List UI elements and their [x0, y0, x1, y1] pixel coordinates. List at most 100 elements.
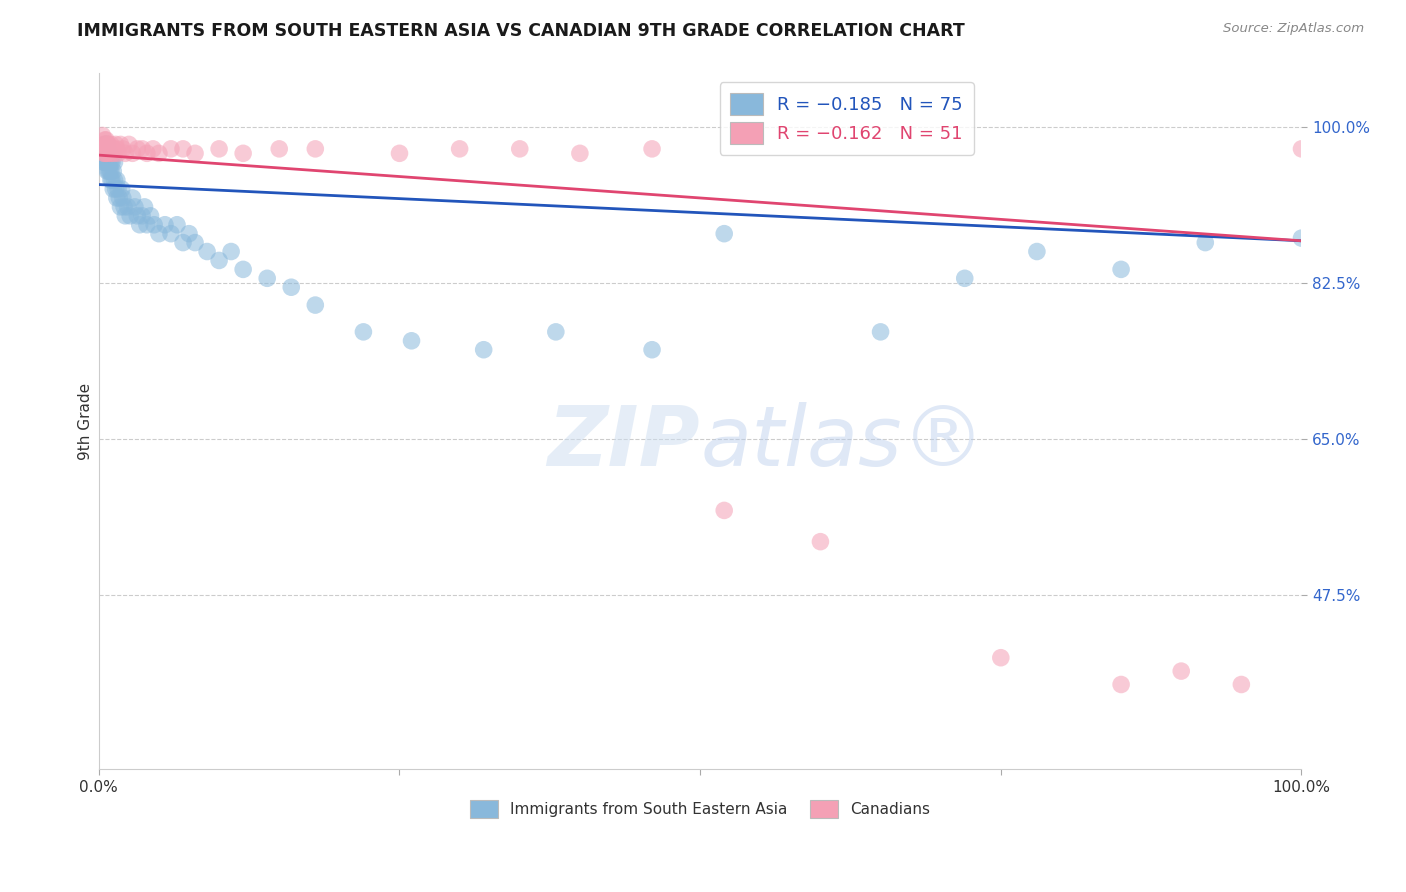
Point [98, 146, 121, 161]
Point [449, 142, 471, 156]
Point [641, 343, 664, 357]
Point [114, 146, 136, 161]
Point [166, 218, 188, 232]
Point [713, 227, 735, 241]
Text: Source: ZipAtlas.com: Source: ZipAtlas.com [1223, 22, 1364, 36]
Point [103, 164, 125, 178]
Point [509, 142, 531, 156]
Point [91, 151, 114, 165]
Point [184, 235, 207, 250]
Point [104, 182, 127, 196]
Point [101, 146, 124, 161]
Point [103, 142, 125, 156]
Point [401, 334, 423, 348]
Point [100, 142, 122, 156]
Point [280, 280, 302, 294]
Point [94, 146, 117, 161]
Point [101, 155, 124, 169]
Point [232, 146, 254, 161]
Point [100, 155, 122, 169]
Point [97, 146, 120, 161]
Point [953, 271, 976, 285]
Point [139, 209, 162, 223]
Point [100, 164, 122, 178]
Point [94, 137, 117, 152]
Point [98, 155, 121, 169]
Point [97, 137, 120, 152]
Point [388, 146, 411, 161]
Point [100, 173, 122, 187]
Point [105, 142, 128, 156]
Point [107, 146, 129, 161]
Point [94, 133, 117, 147]
Point [990, 650, 1012, 665]
Point [103, 155, 125, 169]
Point [1109, 677, 1132, 691]
Point [98, 146, 121, 161]
Point [304, 298, 326, 312]
Point [641, 142, 664, 156]
Point [143, 218, 166, 232]
Point [103, 146, 125, 161]
Point [124, 200, 146, 214]
Point [97, 164, 120, 178]
Point [94, 155, 117, 169]
Point [127, 209, 149, 223]
Point [98, 164, 121, 178]
Point [219, 244, 242, 259]
Point [120, 209, 142, 223]
Point [96, 155, 118, 169]
Point [100, 137, 122, 152]
Point [121, 146, 143, 161]
Point [105, 173, 128, 187]
Point [184, 146, 207, 161]
Point [256, 271, 278, 285]
Point [107, 182, 129, 196]
Point [208, 142, 231, 156]
Point [1025, 244, 1047, 259]
Point [94, 155, 117, 169]
Point [713, 503, 735, 517]
Point [1230, 677, 1253, 691]
Point [195, 244, 218, 259]
Point [103, 173, 125, 187]
Point [136, 218, 159, 232]
Point [160, 142, 183, 156]
Point [869, 325, 891, 339]
Point [96, 146, 118, 161]
Point [160, 227, 183, 241]
Point [544, 325, 567, 339]
Point [172, 142, 194, 156]
Point [110, 137, 132, 152]
Point [94, 137, 117, 152]
Point [104, 137, 127, 152]
Point [208, 253, 231, 268]
Point [114, 209, 136, 223]
Point [128, 218, 150, 232]
Point [111, 182, 134, 196]
Point [472, 343, 495, 357]
Point [108, 191, 131, 205]
Point [94, 133, 117, 147]
Point [232, 262, 254, 277]
Point [1109, 262, 1132, 277]
Point [172, 235, 194, 250]
Point [96, 164, 118, 178]
Point [111, 191, 134, 205]
Point [131, 142, 153, 156]
Point [97, 155, 120, 169]
Point [1291, 142, 1313, 156]
Point [153, 218, 176, 232]
Point [136, 146, 159, 161]
Point [142, 142, 165, 156]
Point [91, 128, 114, 143]
Point [117, 200, 139, 214]
Legend: Immigrants from South Eastern Asia, Canadians: Immigrants from South Eastern Asia, Cana… [464, 794, 936, 824]
Point [96, 137, 118, 152]
Point [97, 142, 120, 156]
Point [148, 227, 170, 241]
Point [148, 146, 170, 161]
Point [103, 182, 125, 196]
Point [94, 146, 117, 161]
Point [127, 142, 149, 156]
